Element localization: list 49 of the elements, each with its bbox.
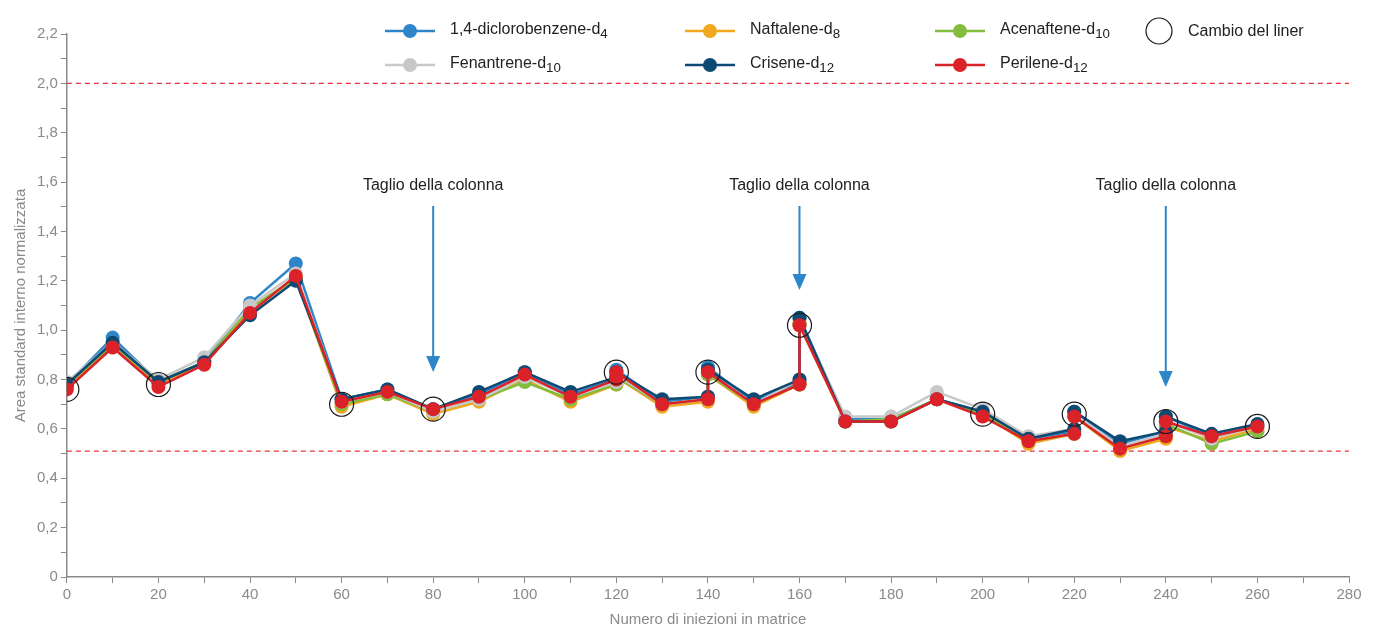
- x-tick-label: 120: [603, 585, 629, 603]
- point: [1244, 413, 1271, 440]
- point: [329, 391, 355, 417]
- point: [145, 371, 172, 398]
- annotation: Taglio della colonna: [729, 176, 870, 194]
- x-axis-title: Numero di iniezioni in matrice: [609, 610, 807, 628]
- x-tick-label: 280: [1336, 585, 1362, 603]
- x-tick-label: 160: [786, 585, 813, 603]
- x-tick-label: 60: [333, 585, 350, 603]
- y-tick-label: 0,6: [36, 419, 58, 437]
- x-tick-label: 200: [970, 585, 996, 603]
- y-tick-label: 0,4: [36, 468, 58, 486]
- legend-label: Cambio del liner: [1188, 22, 1304, 40]
- x-tick-label: 80: [424, 585, 442, 603]
- point: [1061, 401, 1087, 427]
- x-tick-label: 100: [512, 585, 538, 603]
- y-tick-label: 1,4: [36, 221, 58, 239]
- x-tick-label: 20: [150, 585, 167, 603]
- legend-label: Acenaftene-d$_{10}$: [1000, 20, 1111, 42]
- x-tick-label: 40: [241, 585, 259, 603]
- y-axis-title: Area standard interno normalizzata: [11, 188, 29, 423]
- y-tick-label: 1,8: [36, 122, 58, 140]
- point: [695, 359, 721, 385]
- legend-label: Fenantrene-d$_{10}$: [450, 54, 561, 76]
- y-tick-label: 2,0: [36, 73, 58, 91]
- x-tick-label: 140: [695, 585, 721, 603]
- legend-label: 1,4-diclorobenzene-d$_{4}$: [450, 20, 608, 42]
- legend-label: Perilene-d$_{12}$: [1000, 54, 1088, 76]
- y-tick-label: 1,0: [36, 320, 58, 338]
- point: [786, 312, 813, 338]
- point: [603, 359, 629, 385]
- legend-label: Naftalene-d$_{8}$: [750, 20, 841, 42]
- x-tick-label: 220: [1061, 585, 1087, 603]
- x-tick-label: 0: [62, 585, 72, 603]
- y-tick-label: 0,2: [36, 517, 58, 535]
- y-tick-label: 0: [49, 567, 58, 585]
- x-tick-label: 260: [1244, 585, 1270, 603]
- annotation: Taglio della colonna: [362, 176, 504, 194]
- point: [970, 401, 996, 427]
- y-tick-label: 2,2: [36, 24, 58, 42]
- annotation: Taglio della colonna: [1095, 176, 1237, 194]
- x-tick-label: 240: [1153, 585, 1179, 603]
- point: [1153, 408, 1179, 435]
- x-tick-label: 180: [878, 585, 904, 603]
- legend-label: Crisene-d$_{12}$: [750, 54, 835, 76]
- y-tick-label: 1,2: [36, 270, 58, 288]
- point: [420, 396, 446, 422]
- y-tick-label: 1,6: [36, 172, 58, 190]
- y-tick-label: 0,8: [36, 369, 58, 387]
